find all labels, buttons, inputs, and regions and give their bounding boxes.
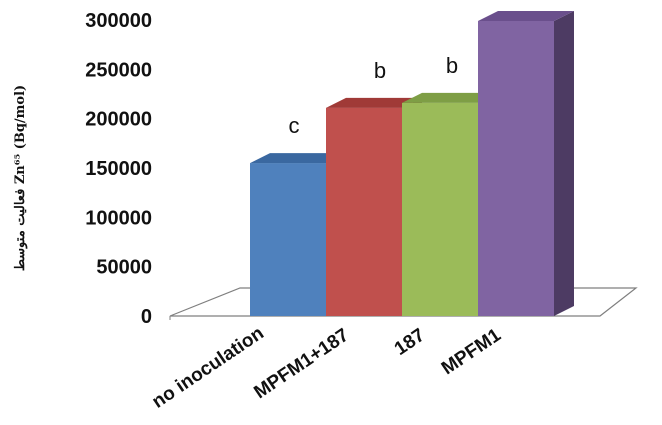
bar-front xyxy=(326,107,402,317)
bar-front xyxy=(402,102,478,316)
bar-front xyxy=(250,163,326,316)
bar xyxy=(250,153,346,316)
bar-side xyxy=(554,10,574,317)
x-tick-label: no inoculation xyxy=(148,323,267,413)
significance-label: b xyxy=(374,58,386,83)
bar-front xyxy=(478,20,554,317)
y-tick-label: 150000 xyxy=(85,158,152,180)
y-tick-label: 0 xyxy=(141,306,152,328)
y-tick-label: 300000 xyxy=(85,10,152,32)
bar-top xyxy=(402,92,498,103)
bar-top xyxy=(478,10,574,21)
y-axis: 0 50000 100000 150000 200000 250000 300000 xyxy=(85,10,171,328)
bar-top xyxy=(250,153,346,164)
bars xyxy=(250,10,574,317)
y-axis-label: فعالیت متوسط Zn⁶⁵ (Bq/mol) xyxy=(13,85,28,271)
bar-top xyxy=(326,97,422,108)
x-tick-label: MPFM1 xyxy=(438,324,505,379)
y-tick-label: 250000 xyxy=(85,59,152,81)
x-tick-label: MPFM1+187 xyxy=(250,325,352,404)
bar xyxy=(478,10,574,317)
significance-label: b xyxy=(446,53,458,78)
significance-label: c xyxy=(289,113,300,138)
y-tick-label: 100000 xyxy=(85,207,152,229)
y-tick-label: 50000 xyxy=(96,257,152,279)
y-tick-label: 200000 xyxy=(85,109,152,131)
x-tick-label: 187 xyxy=(391,325,429,360)
